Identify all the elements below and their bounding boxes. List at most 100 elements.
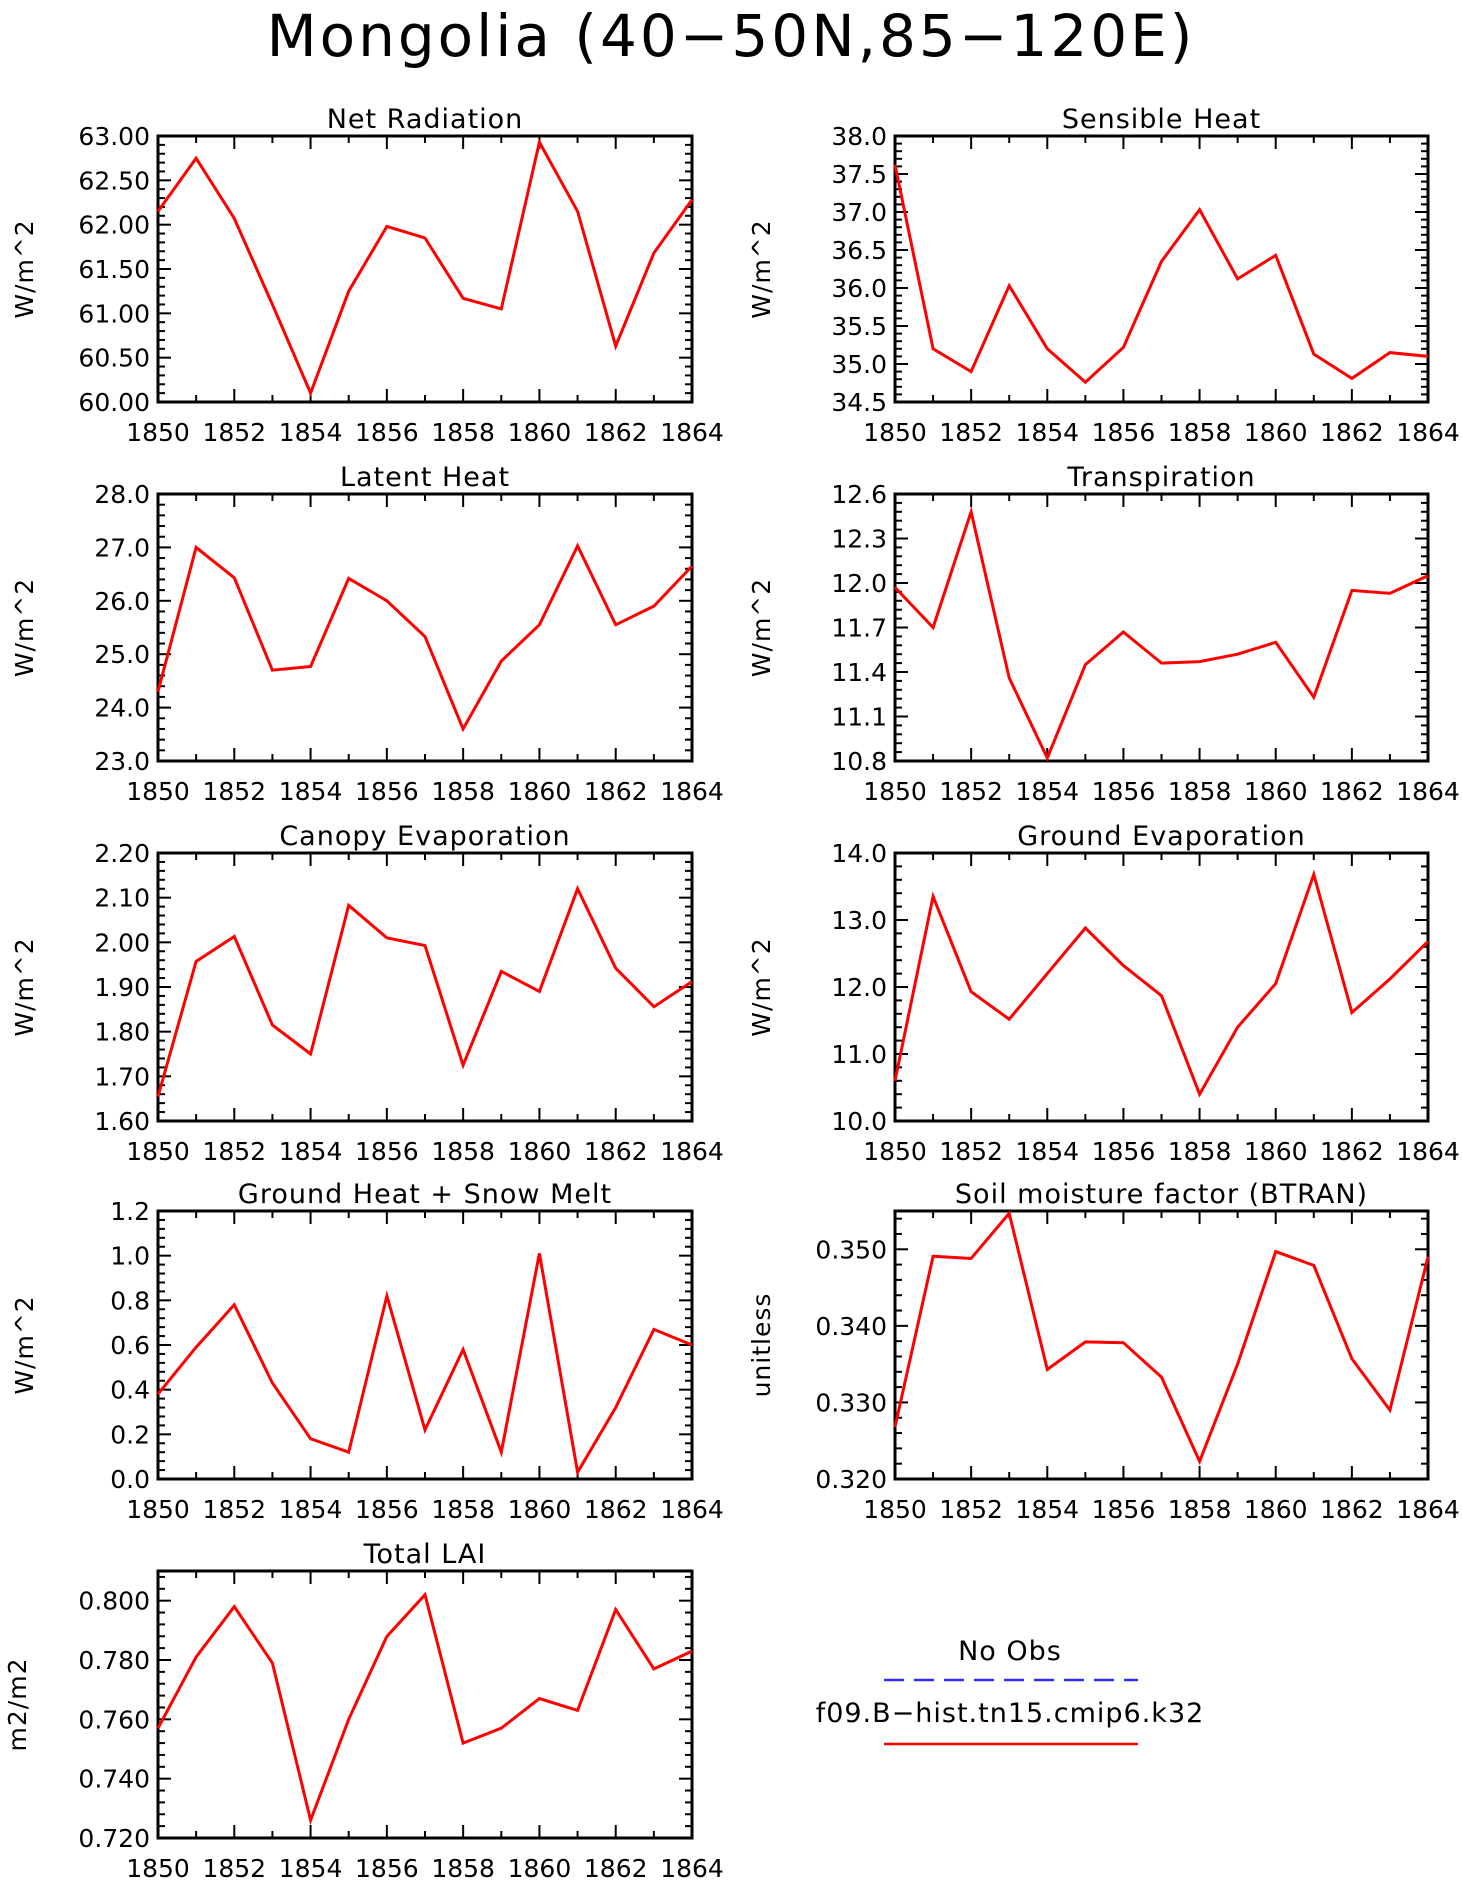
x-tick-label: 1862 [584,777,648,806]
x-tick-label: 1854 [1015,418,1079,447]
y-tick-label: 11.0 [831,1040,887,1069]
x-tick-label: 1860 [1244,1495,1308,1524]
y-tick-label: 2.00 [94,928,150,957]
y-tick-label: 1.0 [110,1242,150,1271]
x-tick-label: 1850 [126,1495,190,1524]
x-tick-label: 1864 [660,418,724,447]
x-tick-label: 1854 [279,777,343,806]
panel-title: Latent Heat [340,462,510,493]
chart-panel: 1850 1852 1854 1856 1858 1860 1862 1864 10.0 11.0… [747,821,1460,1166]
x-tick-label: 1858 [1168,1495,1232,1524]
y-tick-label: 0.740 [78,1765,150,1794]
y-axis-label: W/m^2 [10,1295,39,1394]
series-line [893,506,1429,762]
x-tick-label: 1864 [660,777,724,806]
x-tick-label: 1864 [1396,777,1460,806]
chart-panel: 1850 1852 1854 1856 1858 1860 1862 1864 0.720 0.7… [3,1539,724,1883]
panel-title: Ground Heat + Snow Melt [238,1179,612,1210]
x-tick-label: 1856 [1092,418,1156,447]
x-tick-label: 1856 [1092,1137,1156,1166]
plot-frame [156,134,694,404]
y-tick-label: 0.4 [110,1376,150,1405]
y-tick-label: 0.800 [78,1587,150,1616]
x-tick-label: 1858 [431,777,495,806]
y-tick-label: 10.0 [831,1107,887,1136]
y-tick-label: 60.50 [78,344,150,373]
chart-panel: 1850 1852 1854 1856 1858 1860 1862 1864 10.8 11.1… [747,462,1460,806]
series-line [156,1591,693,1826]
y-tick-label: 0.760 [78,1705,150,1734]
x-tick-label: 1854 [279,1854,343,1883]
figure-title: Mongolia (40−50N,85−120E) [266,2,1196,70]
y-tick-label: 25.0 [94,640,150,669]
x-tick-label: 1852 [939,777,1003,806]
y-tick-label: 35.5 [831,312,887,341]
y-tick-label: 0.2 [110,1420,150,1449]
y-tick-label: 38.0 [831,122,887,151]
plot-frame [156,1209,694,1481]
plot-frame [156,851,694,1123]
x-tick-label: 1860 [508,1854,572,1883]
y-tick-label: 26.0 [94,587,150,616]
y-tick-label: 34.5 [831,388,887,417]
x-tick-label: 1862 [584,1854,648,1883]
chart-panel: 1850 1852 1854 1856 1858 1860 1862 1864 34.5 35.0… [747,104,1460,447]
x-tick-label: 1854 [279,1495,343,1524]
x-tick-label: 1860 [508,1137,572,1166]
y-axis-label: W/m^2 [747,219,776,318]
chart-panel: 1850 1852 1854 1856 1858 1860 1862 1864 1.60 1.70… [10,821,724,1166]
y-tick-label: 36.5 [831,236,887,265]
chart-panel: 1850 1852 1854 1856 1858 1860 1862 1864 23.0 24.0… [10,462,724,806]
y-tick-label: 12.3 [831,525,887,554]
panel-title: Soil moisture factor (BTRAN) [955,1179,1368,1210]
legend: No Obs f09.B−hist.tn15.cmip6.k32 [816,1636,1203,1746]
panel-title: Ground Evaporation [1017,821,1306,852]
y-tick-label: 12.0 [831,973,887,1002]
plot-frame [156,492,694,763]
series-line [156,1253,693,1477]
x-tick-label: 1858 [1168,1137,1232,1166]
y-tick-label: 63.00 [78,122,150,151]
x-tick-label: 1852 [202,777,266,806]
x-tick-label: 1850 [126,777,190,806]
y-axis-label: W/m^2 [10,219,39,318]
y-axis-label: W/m^2 [747,937,776,1036]
y-axis-label: W/m^2 [10,578,39,677]
y-tick-label: 28.0 [94,480,150,509]
series-line [156,884,693,1097]
x-tick-label: 1850 [126,418,190,447]
x-tick-label: 1856 [355,777,419,806]
y-tick-label: 11.1 [831,703,887,732]
series-line [893,869,1430,1098]
x-tick-label: 1856 [355,1854,419,1883]
panel-title: Total LAI [363,1539,487,1570]
x-tick-label: 1862 [1320,418,1384,447]
x-tick-label: 1850 [863,1495,927,1524]
x-tick-label: 1862 [584,418,648,447]
x-tick-label: 1858 [1168,777,1232,806]
y-tick-label: 0.0 [110,1465,150,1494]
y-tick-label: 62.00 [78,211,150,240]
chart-panel: 1850 1852 1854 1856 1858 1860 1862 1864 60.00 60.… [10,104,724,447]
y-tick-label: 24.0 [94,694,150,723]
y-tick-label: 37.0 [831,198,887,227]
x-tick-label: 1862 [1320,1137,1384,1166]
x-tick-label: 1860 [508,777,572,806]
y-tick-label: 37.5 [831,160,887,189]
x-tick-label: 1862 [1320,1495,1384,1524]
y-tick-label: 36.0 [831,274,887,303]
x-tick-label: 1860 [1244,418,1308,447]
x-tick-label: 1854 [1015,1137,1079,1166]
x-tick-label: 1850 [126,1854,190,1883]
x-tick-label: 1856 [1092,777,1156,806]
y-tick-label: 23.0 [94,747,150,776]
plot-frame [893,1209,1430,1481]
y-tick-label: 10.8 [831,747,887,776]
x-tick-label: 1852 [939,418,1003,447]
chart-panel: 1850 1852 1854 1856 1858 1860 1862 1864 0.320 0.3… [747,1179,1460,1524]
x-tick-label: 1858 [1168,418,1232,447]
y-tick-label: 0.320 [815,1465,887,1494]
y-tick-label: 61.00 [78,299,150,328]
y-tick-label: 0.350 [815,1235,887,1264]
